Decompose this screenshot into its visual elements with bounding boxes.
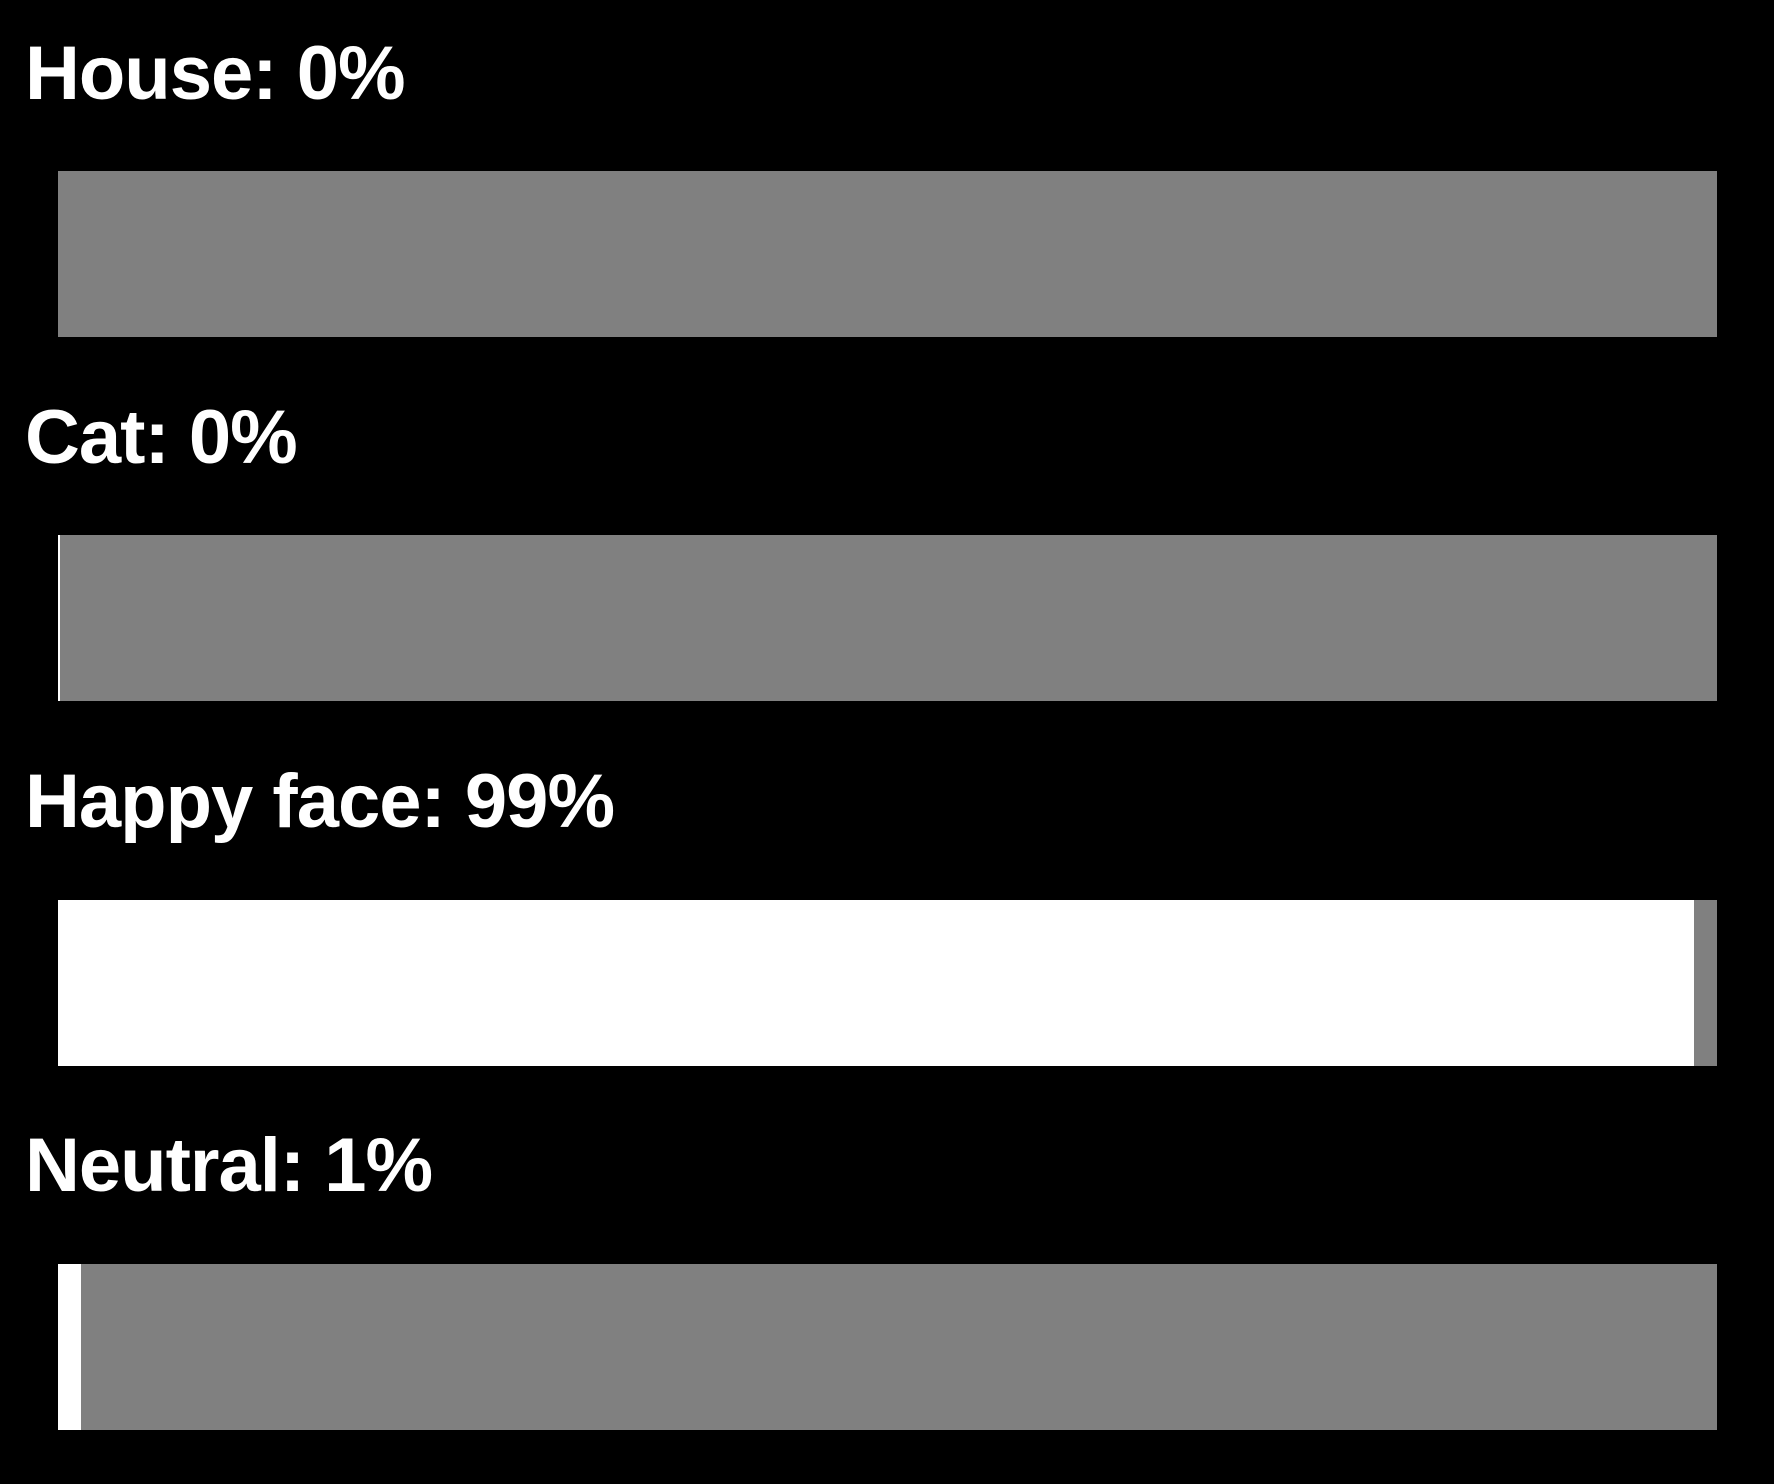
confidence-bar <box>58 900 1717 1066</box>
confidence-bar <box>58 1264 1717 1430</box>
confidence-bar-fill <box>58 1264 82 1430</box>
confidence-bar-fill <box>58 535 60 701</box>
class-label: Neutral: 1% <box>25 1123 433 1208</box>
confidence-bar <box>58 535 1717 701</box>
confidence-bar <box>58 171 1717 337</box>
class-label: Happy face: 99% <box>25 759 615 844</box>
class-label: House: 0% <box>25 31 406 116</box>
class-label: Cat: 0% <box>25 395 298 480</box>
confidence-bar-fill <box>58 900 1694 1066</box>
